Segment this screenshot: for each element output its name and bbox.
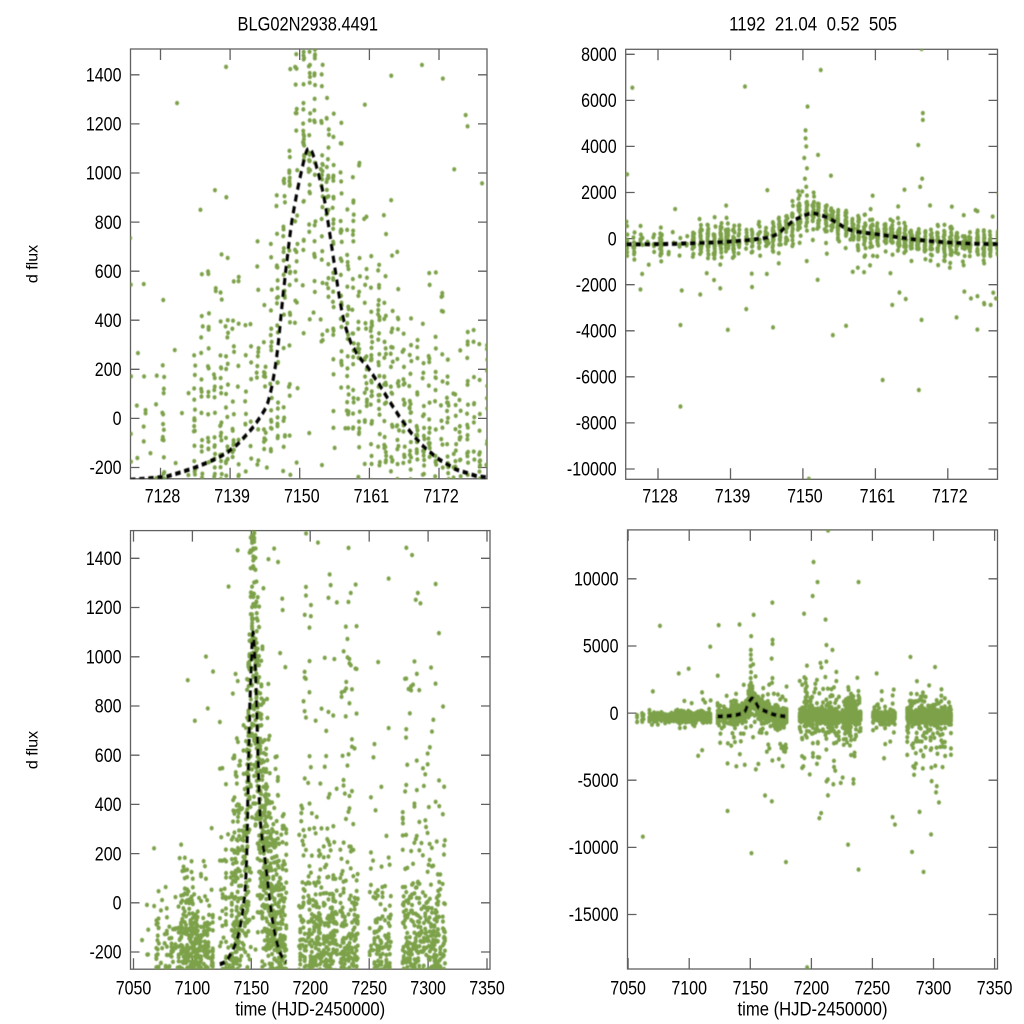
- svg-text:0: 0: [610, 704, 619, 725]
- svg-text:7172: 7172: [423, 487, 459, 508]
- svg-text:7139: 7139: [715, 487, 751, 508]
- svg-text:1400: 1400: [86, 549, 122, 570]
- svg-text:7250: 7250: [855, 979, 891, 1000]
- svg-text:600: 600: [95, 262, 122, 283]
- svg-text:time (HJD-2450000): time (HJD-2450000): [738, 1000, 888, 1021]
- svg-text:-10000: -10000: [569, 838, 619, 859]
- svg-text:200: 200: [95, 360, 122, 381]
- svg-text:7150: 7150: [787, 487, 823, 508]
- svg-text:1400: 1400: [86, 66, 122, 87]
- svg-text:7128: 7128: [642, 487, 678, 508]
- svg-text:d flux: d flux: [25, 731, 42, 769]
- svg-text:600: 600: [95, 746, 122, 767]
- svg-text:2000: 2000: [581, 183, 617, 204]
- svg-text:0: 0: [608, 229, 617, 250]
- svg-text:d flux: d flux: [25, 245, 42, 283]
- svg-text:800: 800: [95, 697, 122, 718]
- svg-text:7050: 7050: [610, 979, 646, 1000]
- svg-text:7050: 7050: [116, 979, 152, 1000]
- svg-text:-5000: -5000: [578, 771, 619, 792]
- svg-text:7172: 7172: [932, 487, 968, 508]
- svg-text:7200: 7200: [293, 979, 329, 1000]
- svg-text:800: 800: [95, 213, 122, 234]
- svg-text:8000: 8000: [581, 45, 617, 66]
- svg-text:10000: 10000: [574, 570, 619, 591]
- svg-text:-15000: -15000: [569, 905, 619, 926]
- svg-text:7161: 7161: [354, 487, 390, 508]
- svg-text:-200: -200: [90, 458, 122, 479]
- svg-text:4000: 4000: [581, 137, 617, 158]
- svg-text:BLG02N2938.4491: BLG02N2938.4491: [238, 15, 379, 36]
- svg-text:-2000: -2000: [576, 275, 617, 296]
- svg-text:7350: 7350: [469, 979, 505, 1000]
- svg-text:-200: -200: [90, 943, 122, 964]
- svg-text:7100: 7100: [671, 979, 707, 1000]
- svg-text:7139: 7139: [214, 487, 250, 508]
- svg-text:7100: 7100: [175, 979, 211, 1000]
- svg-text:1192 21.04 0.52 505: 1192 21.04 0.52 505: [729, 15, 897, 36]
- svg-text:7350: 7350: [977, 979, 1013, 1000]
- svg-text:0: 0: [113, 894, 122, 915]
- svg-text:7128: 7128: [145, 487, 181, 508]
- svg-text:7200: 7200: [794, 979, 830, 1000]
- svg-text:-4000: -4000: [576, 321, 617, 342]
- svg-text:-6000: -6000: [576, 368, 617, 389]
- svg-text:time (HJD-2450000): time (HJD-2450000): [235, 1000, 385, 1021]
- svg-text:7150: 7150: [284, 487, 320, 508]
- svg-text:0: 0: [113, 409, 122, 430]
- svg-text:7150: 7150: [234, 979, 270, 1000]
- svg-text:1200: 1200: [86, 598, 122, 619]
- svg-text:200: 200: [95, 844, 122, 865]
- svg-text:-10000: -10000: [567, 460, 617, 481]
- svg-text:400: 400: [95, 311, 122, 332]
- svg-text:1000: 1000: [86, 164, 122, 185]
- svg-text:400: 400: [95, 795, 122, 816]
- svg-text:5000: 5000: [583, 637, 619, 658]
- svg-text:6000: 6000: [581, 91, 617, 112]
- svg-text:7161: 7161: [860, 487, 896, 508]
- svg-text:7150: 7150: [733, 979, 769, 1000]
- svg-text:1000: 1000: [86, 648, 122, 669]
- svg-text:7300: 7300: [410, 979, 446, 1000]
- svg-text:1200: 1200: [86, 115, 122, 136]
- svg-text:7300: 7300: [916, 979, 952, 1000]
- svg-text:7250: 7250: [351, 979, 387, 1000]
- svg-text:-8000: -8000: [576, 414, 617, 435]
